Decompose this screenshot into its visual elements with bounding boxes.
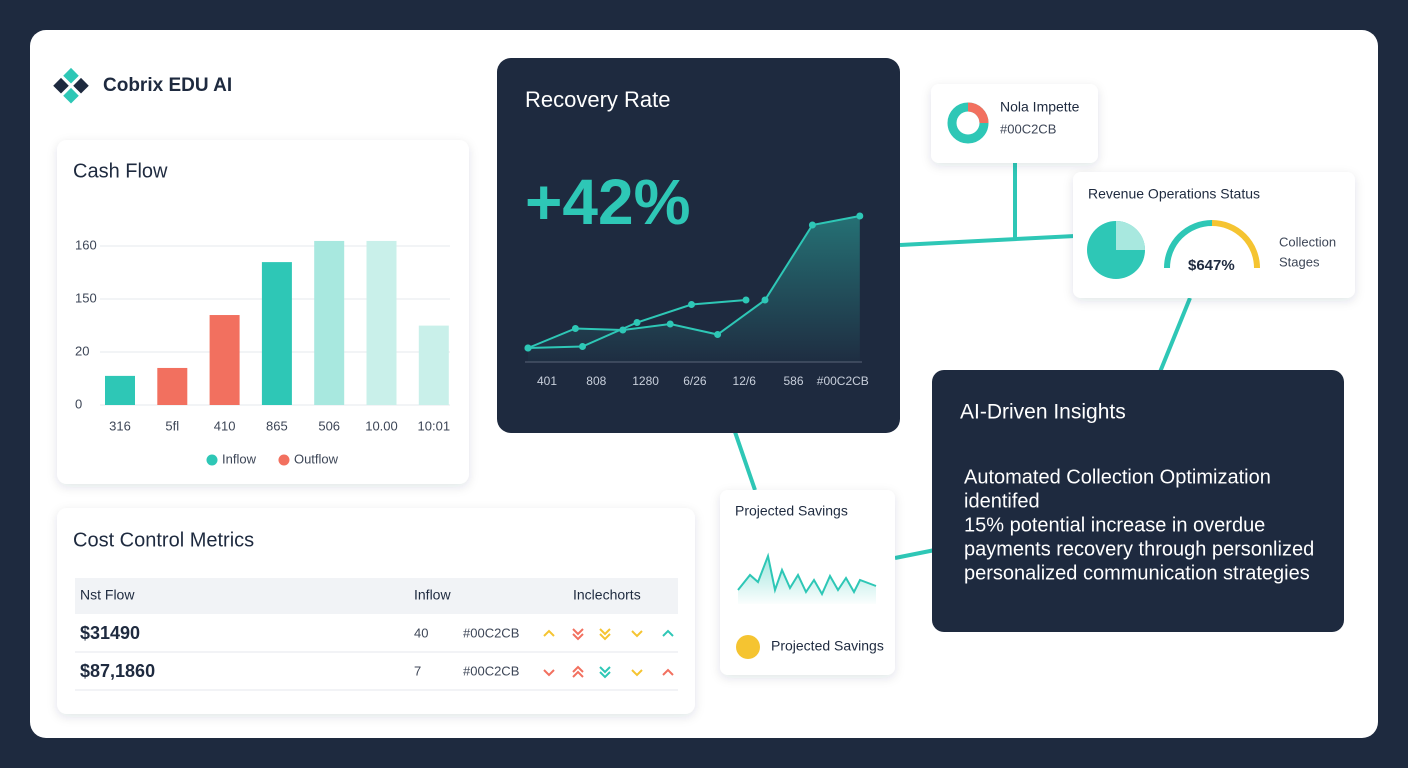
insight-line: payments recovery through personlized (964, 538, 1314, 560)
card-title: Recovery Rate (525, 87, 671, 112)
table-header (75, 578, 678, 614)
x-tick-label: 10.00 (365, 418, 398, 433)
pie-slice (1116, 221, 1145, 250)
status-code: #00C2CB (1000, 121, 1056, 136)
insight-line: 15% potential increase in overdue (964, 514, 1265, 536)
x-tick-label: 808 (586, 374, 606, 388)
gauge (1164, 220, 1213, 269)
bar-chart: 0 20 150 160 316 5fl 410 865 506 10.00 10:01 Inflow… (75, 237, 450, 466)
cell: #00C2CB (463, 663, 519, 678)
area (528, 216, 860, 362)
bar (418, 325, 449, 405)
y-tick-label: 160 (75, 237, 97, 252)
line-chart: 401 808 1280 6/26 12/6 586 #00C2CB (524, 212, 869, 388)
point (524, 344, 532, 352)
x-tick-label: 316 (109, 418, 131, 433)
y-tick-label: 150 (75, 290, 97, 305)
point (742, 296, 750, 304)
x-tick-label: 865 (266, 418, 288, 433)
header-cell: Inflow (414, 587, 451, 603)
point (571, 325, 579, 332)
headline: +42% (525, 166, 690, 238)
status-name: Nola Impette (1000, 99, 1080, 115)
point (579, 343, 586, 350)
line (527, 215, 860, 349)
side-label: Collection (1279, 234, 1336, 249)
side-label: Stages (1279, 254, 1320, 269)
x-tick-label: 5fl (165, 418, 179, 433)
donut-segment (967, 102, 989, 124)
brand: Cobrix EDU AI (103, 75, 232, 96)
insight-text: Automated Collection Optimizationidentif… (964, 466, 1314, 584)
card-title: Cost Control Metrics (73, 529, 254, 551)
legend-label: Inflow (222, 451, 257, 466)
header-cell: Nst Flow (80, 587, 135, 603)
cell: $87,1860 (80, 661, 155, 681)
cell: #00C2CB (463, 625, 519, 640)
legend-dot (206, 454, 218, 466)
y-tick-label: 20 (75, 343, 89, 358)
point (633, 319, 641, 326)
row-lines (75, 651, 678, 691)
point (688, 301, 695, 308)
bar (261, 262, 292, 405)
card-title: Cash Flow (73, 160, 168, 182)
cell: 40 (414, 625, 428, 640)
sparkline-area (738, 556, 876, 604)
card (1073, 172, 1355, 298)
x-tick-label: 1280 (632, 374, 659, 388)
x-tick-label: 586 (783, 374, 803, 388)
insight-line: personalized communication strategies (964, 562, 1310, 584)
card-title: Revenue Operations Status (1088, 186, 1260, 202)
bar (157, 367, 188, 405)
point (808, 221, 816, 229)
x-tick-label: #00C2CB (817, 374, 869, 388)
point (761, 296, 769, 304)
trend-icons (543, 628, 674, 679)
card-title: AI-Driven Insights (960, 401, 1126, 424)
card (932, 370, 1344, 632)
legend-dot (278, 454, 290, 466)
x-tick-label: 506 (318, 418, 340, 433)
point (714, 331, 722, 338)
x-tick-label: 12/6 (733, 374, 757, 388)
bar (314, 240, 345, 405)
insight-line: Automated Collection Optimization (964, 466, 1271, 488)
cell: $31490 (80, 623, 140, 643)
point (856, 212, 864, 220)
gauge-label: $647% (1188, 257, 1235, 274)
card (720, 490, 895, 675)
bar (366, 240, 397, 405)
y-tick-label: 0 (75, 396, 82, 411)
insight-line: identifed (964, 490, 1040, 512)
x-tick-label: 401 (537, 374, 557, 388)
cell: 7 (414, 663, 421, 678)
legend-label: Projected Savings (771, 638, 884, 654)
connectors (733, 160, 1192, 560)
legend-dot (736, 635, 760, 659)
x-tick-label: 10:01 (418, 418, 451, 433)
x-tick-label: 410 (214, 418, 236, 433)
gauge (1211, 220, 1260, 269)
card-title: Projected Savings (735, 503, 848, 519)
header-cell: Inclechorts (573, 587, 641, 603)
bar (209, 315, 240, 405)
x-tick-label: 6/26 (683, 374, 707, 388)
legend-label: Outflow (294, 451, 339, 466)
bar (105, 375, 135, 405)
point (666, 320, 674, 328)
